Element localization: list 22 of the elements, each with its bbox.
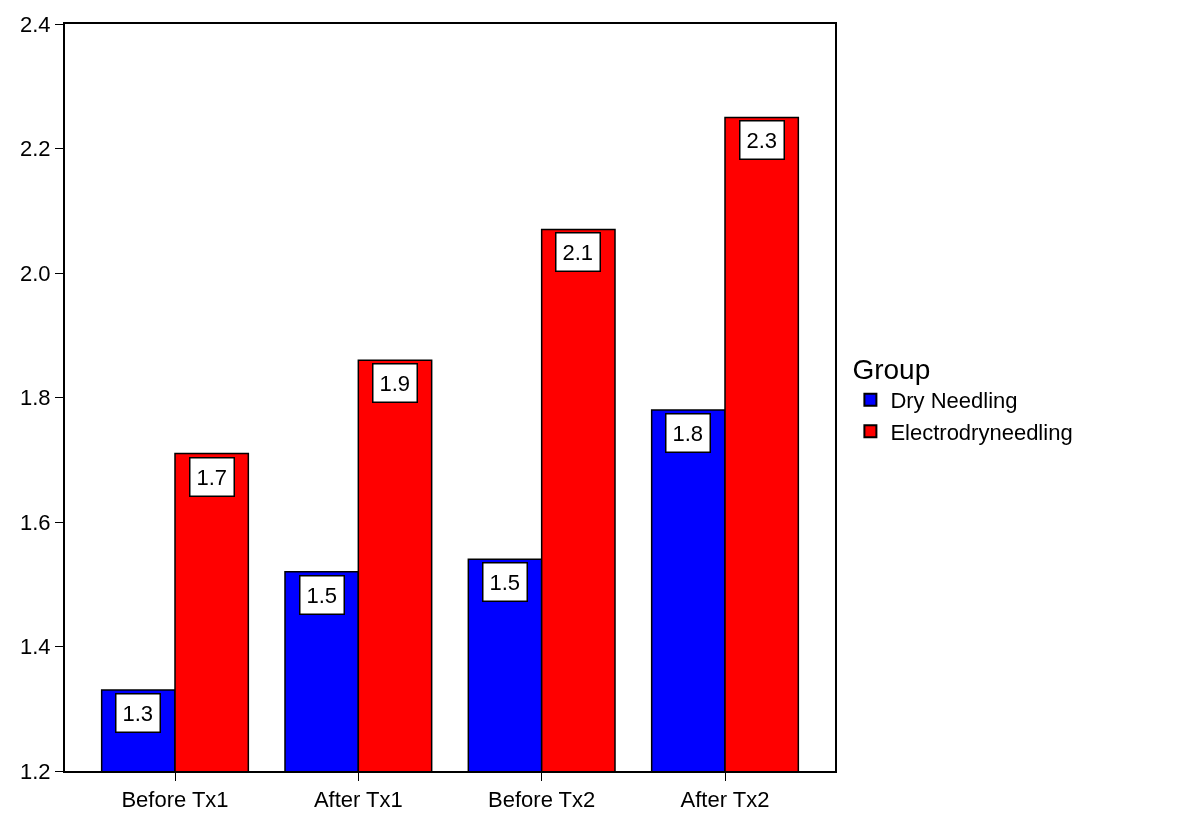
y-tick-label: 1.6	[20, 509, 51, 535]
x-tick-label: After Tx1	[313, 787, 403, 813]
y-tick-label: 1.2	[20, 758, 51, 784]
data-label: 1.3	[122, 700, 154, 726]
data-label: 1.9	[379, 370, 411, 396]
y-tick-label: 2.4	[20, 11, 51, 37]
x-tick-label: Before Tx1	[121, 787, 229, 813]
data-label: 1.5	[489, 569, 521, 595]
y-tick-label: 1.4	[20, 634, 51, 660]
data-label: 2.3	[746, 127, 778, 153]
x-tick-label: After Tx2	[680, 787, 770, 813]
data-label: 1.5	[306, 582, 338, 608]
legend-title: Group	[852, 353, 931, 385]
y-tick-label: 1.8	[20, 385, 51, 411]
legend-label: Electrodryneedling	[890, 419, 1073, 445]
legend-label: Dry Needling	[890, 388, 1018, 414]
x-tick-label: Before Tx2	[488, 787, 596, 813]
data-label: 1.8	[672, 420, 704, 446]
y-tick-label: 2.0	[20, 260, 51, 286]
data-label: 2.1	[562, 239, 594, 265]
y-tick-label: 2.2	[20, 136, 51, 162]
data-label: 1.7	[196, 464, 228, 490]
